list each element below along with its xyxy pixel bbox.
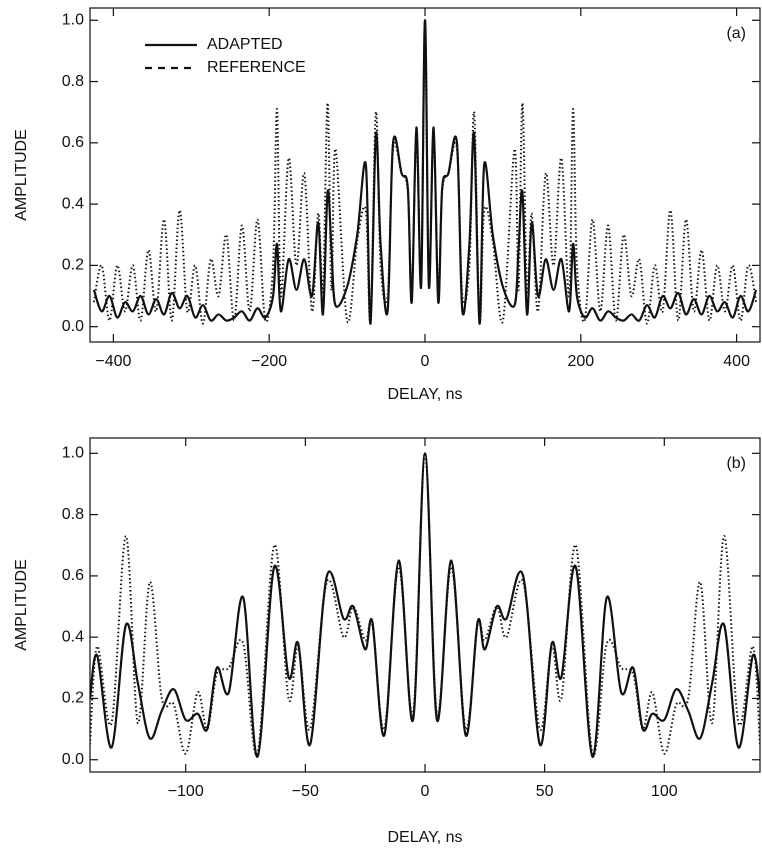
legend-label: REFERENCE — [207, 59, 306, 76]
y-tick-label: 0.6 — [62, 134, 84, 151]
x-tick-label: 100 — [651, 783, 678, 800]
x-tick-label: −100 — [168, 783, 204, 800]
plot-frame — [89, 437, 761, 773]
y-tick-label: 0.0 — [62, 318, 84, 335]
x-tick-label: 400 — [723, 353, 750, 370]
x-tick-label: 0 — [421, 783, 430, 800]
y-axis-label: AMPLITUDE — [13, 129, 30, 221]
y-tick-label: 0.8 — [62, 506, 84, 523]
panel-label: (b) — [726, 455, 746, 472]
legend-label: ADAPTED — [207, 36, 283, 53]
data-line — [90, 452, 760, 757]
x-tick-label: −200 — [251, 353, 287, 370]
x-axis-label: DELAY, ns — [387, 829, 462, 846]
y-tick-label: 0.4 — [62, 195, 84, 212]
y-tick-label: 0.8 — [62, 73, 84, 90]
x-axis-label: DELAY, ns — [387, 386, 462, 403]
data-line — [92, 19, 758, 325]
y-tick-label: 0.4 — [62, 628, 84, 645]
x-tick-label: −400 — [95, 353, 131, 370]
y-axis-label: AMPLITUDE — [13, 559, 30, 651]
x-tick-label: 50 — [536, 783, 554, 800]
y-tick-label: 1.0 — [62, 445, 84, 462]
y-tick-label: 0.6 — [62, 567, 84, 584]
y-tick-label: 0.2 — [62, 257, 84, 274]
x-tick-label: −50 — [292, 783, 319, 800]
y-tick-label: 0.2 — [62, 690, 84, 707]
x-tick-label: 0 — [421, 353, 430, 370]
x-tick-label: 200 — [567, 353, 594, 370]
panel-label: (a) — [726, 25, 746, 42]
data-line — [90, 452, 760, 758]
y-tick-label: 0.0 — [62, 751, 84, 768]
y-tick-label: 1.0 — [62, 11, 84, 28]
